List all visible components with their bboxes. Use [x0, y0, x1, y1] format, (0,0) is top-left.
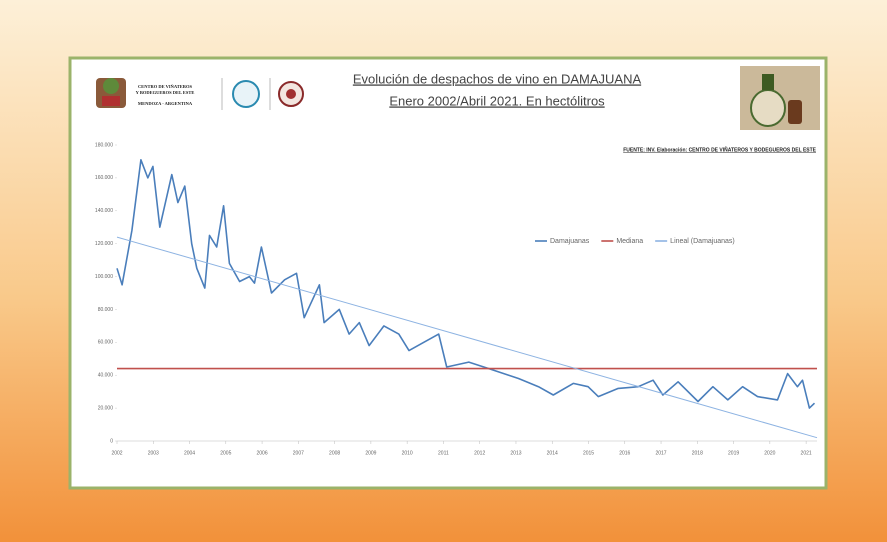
series-line — [116, 159, 816, 409]
photo-damajuana — [740, 66, 820, 130]
x-tick-label: 2013 — [510, 450, 521, 456]
y-tick-label: 140.000 — [95, 208, 113, 214]
x-tick-label: 2004 — [184, 450, 195, 456]
x-tick-label: 2003 — [148, 450, 159, 456]
legend-label: Damajuanas — [550, 238, 590, 245]
x-tick-label: 2017 — [655, 450, 666, 456]
x-tick-label: 2014 — [547, 450, 558, 456]
x-tick-label: 2015 — [583, 450, 594, 456]
chart-title: Evolución de despachos de vino en DAMAJU… — [353, 71, 642, 86]
chart-subtitle: Enero 2002/Abril 2021. En hectólitros — [389, 93, 605, 108]
y-tick-label: 160.000 — [95, 175, 113, 181]
series-line — [116, 236, 818, 439]
x-tick-label: 2012 — [474, 450, 485, 456]
x-tick-label: 2009 — [365, 450, 376, 456]
y-tick-label: 20.000 — [98, 405, 114, 411]
legend-label: Lineal (Damajuanas) — [670, 238, 735, 245]
x-tick-label: 2019 — [728, 450, 739, 456]
org-name: CENTRO DE VIÑATEROS — [138, 84, 193, 89]
org-name: Y BODEGUEROS DEL ESTE — [136, 90, 195, 95]
x-tick-label: 2008 — [329, 450, 340, 456]
x-tick-label: 2006 — [257, 450, 268, 456]
x-tick-label: 2002 — [111, 450, 122, 456]
y-tick-label: 60.000 — [98, 340, 114, 346]
y-tick-label: 180.000 — [95, 142, 113, 148]
y-tick-label: 120.000 — [95, 241, 113, 247]
legend-label: Mediana — [616, 238, 643, 245]
y-tick-label: 100.000 — [95, 274, 113, 280]
source-note: FUENTE: INV. Elaboración: CENTRO DE VIÑA… — [623, 146, 816, 153]
logo-inv — [232, 80, 260, 108]
x-tick-label: 2020 — [764, 450, 775, 456]
y-tick-label: 80.000 — [98, 307, 114, 313]
slide — [68, 56, 828, 490]
x-tick-label: 2007 — [293, 450, 304, 456]
x-tick-label: 2018 — [692, 450, 703, 456]
x-tick-label: 2005 — [220, 450, 231, 456]
x-tick-label: 2021 — [801, 450, 812, 456]
y-tick-label: 40.000 — [98, 373, 114, 379]
y-tick-label: 0 — [110, 438, 113, 444]
logo-seal-center — [286, 89, 296, 99]
x-tick-label: 2011 — [438, 450, 449, 456]
org-location: MENDOZA - ARGENTINA — [138, 101, 193, 106]
x-tick-label: 2016 — [619, 450, 630, 456]
x-tick-label: 2010 — [402, 450, 413, 456]
logo-left — [96, 78, 126, 108]
